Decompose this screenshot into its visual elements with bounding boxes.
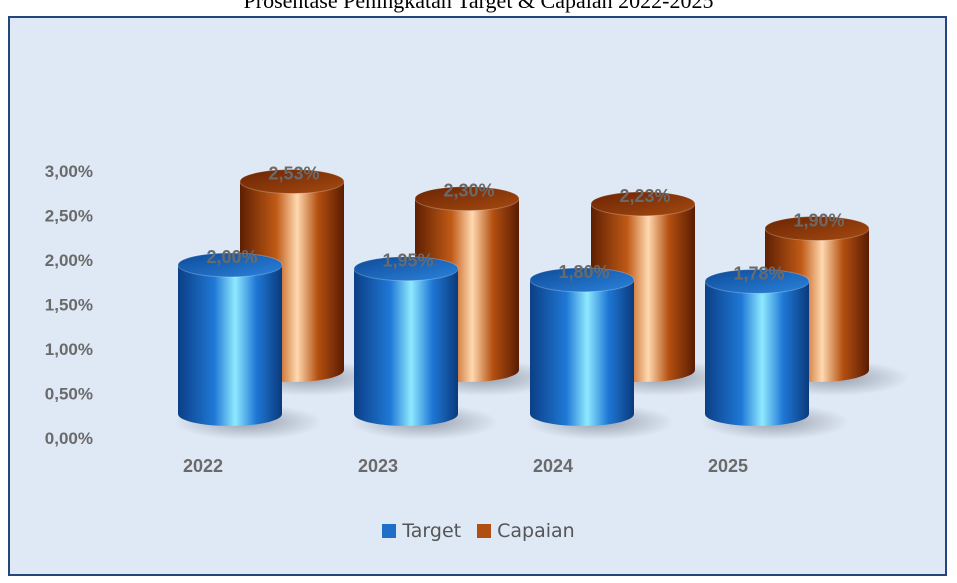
bar-target-2023: 1,95% — [350, 251, 498, 440]
bar-target-2024: 1,80% — [526, 262, 674, 440]
y-tick-label: 2,50% — [45, 207, 93, 226]
y-tick-label: 2,00% — [45, 251, 93, 270]
legend: Target Capaian — [0, 520, 957, 543]
data-label: 2,30% — [443, 181, 494, 201]
bar-target-2024-top — [529, 267, 635, 293]
x-tick-label: 2022 — [183, 456, 223, 476]
bar-capaian-2022-top — [239, 169, 345, 195]
data-label: 1,78% — [733, 263, 784, 283]
bar-target-2025: 1,78% — [701, 263, 849, 440]
bar-target-2024-body — [530, 279, 634, 426]
legend-swatch — [382, 524, 397, 538]
bar-target-2022-body — [178, 265, 282, 426]
bar-capaian-2023-top — [414, 186, 520, 212]
bar-target-2025-body — [705, 281, 809, 426]
bar-capaian-2024-top — [590, 191, 696, 217]
x-tick-label: 2023 — [358, 456, 398, 476]
legend-swatch — [477, 524, 492, 538]
bar-target-2022-top — [177, 252, 283, 278]
bar-target-2023-top — [353, 256, 459, 282]
y-tick-label: 1,00% — [45, 340, 93, 359]
data-label: 1,90% — [793, 210, 844, 230]
data-label: 2,23% — [619, 186, 670, 206]
data-label: 1,95% — [382, 251, 433, 271]
bar-target-2023-body — [354, 268, 458, 426]
x-tick-label: 2024 — [533, 456, 573, 476]
bar-target-2025-top — [704, 268, 810, 294]
data-label: 2,53% — [268, 164, 319, 184]
y-tick-label: 3,00% — [45, 162, 93, 181]
data-label: 2,00% — [206, 247, 257, 267]
x-tick-label: 2025 — [708, 456, 748, 476]
bar-capaian-2025-top — [764, 215, 870, 241]
y-tick-label: 0,50% — [45, 385, 93, 404]
legend-item-target: Target — [382, 520, 461, 542]
chart-title-partial: Prosentase Peningkatan Target & Capaian … — [243, 0, 714, 13]
legend-label: Capaian — [497, 520, 575, 542]
legend-label: Target — [402, 520, 462, 542]
bar-target-2022: 2,00% — [174, 247, 322, 440]
y-tick-label: 1,50% — [45, 296, 93, 315]
legend-item-capaian: Capaian — [477, 520, 575, 542]
y-tick-label: 0,00% — [45, 429, 93, 448]
data-label: 1,80% — [558, 262, 609, 282]
